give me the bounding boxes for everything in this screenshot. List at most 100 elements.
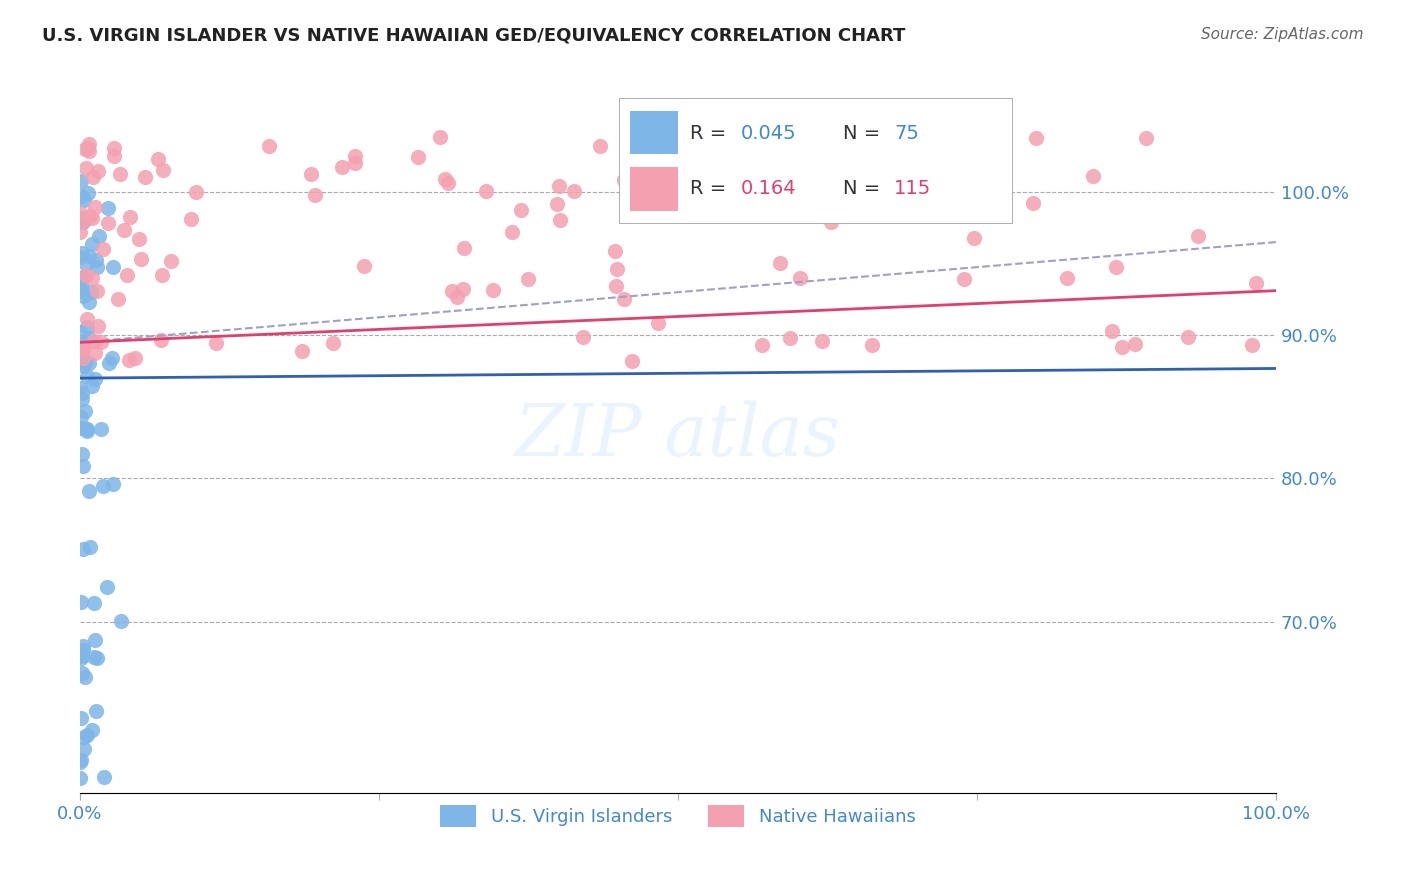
- Point: [90, 421, 112, 435]
- Point: [963, 231, 986, 245]
- Text: 0.045: 0.045: [741, 124, 796, 143]
- Point: [70, 392, 93, 406]
- Point: [75, 268, 97, 283]
- Point: [70, 648, 93, 663]
- Point: [80, 271, 103, 285]
- Point: [918, 140, 941, 154]
- Point: [69, 421, 91, 435]
- Point: [546, 197, 568, 211]
- Point: [440, 284, 463, 298]
- Point: [76, 422, 98, 436]
- Point: [86, 650, 108, 665]
- Point: [77, 186, 100, 200]
- Point: [482, 284, 505, 298]
- Point: [77, 484, 100, 499]
- Point: [73, 143, 96, 157]
- Point: [711, 176, 734, 190]
- Point: [429, 129, 451, 144]
- Point: [70, 447, 93, 461]
- Point: [509, 202, 531, 217]
- Point: [811, 334, 834, 348]
- Point: [75, 404, 97, 418]
- Text: 115: 115: [894, 178, 931, 197]
- Point: [343, 155, 366, 169]
- Point: [80, 285, 103, 300]
- Point: [180, 212, 202, 227]
- Point: [84, 633, 107, 648]
- Text: 0.164: 0.164: [741, 178, 796, 197]
- Point: [80, 723, 103, 737]
- Point: [128, 232, 150, 246]
- Point: [562, 185, 585, 199]
- Point: [69, 755, 91, 769]
- Point: [946, 182, 969, 196]
- Text: N =: N =: [844, 178, 887, 197]
- Point: [83, 371, 105, 385]
- Point: [1177, 330, 1199, 344]
- Point: [93, 770, 115, 784]
- Point: [69, 206, 91, 220]
- Point: [91, 242, 114, 256]
- Point: [72, 541, 94, 556]
- Point: [474, 184, 496, 198]
- Text: R =: R =: [689, 124, 733, 143]
- Point: [748, 178, 770, 193]
- Point: [76, 312, 98, 326]
- Point: [110, 614, 132, 628]
- Point: [70, 410, 93, 425]
- Point: [1187, 228, 1209, 243]
- Point: [75, 355, 97, 369]
- Point: [860, 337, 883, 351]
- Point: [606, 262, 628, 277]
- Point: [981, 149, 1004, 163]
- Point: [87, 164, 110, 178]
- Point: [1022, 196, 1045, 211]
- Point: [159, 254, 181, 268]
- Point: [96, 580, 118, 594]
- Point: [299, 168, 322, 182]
- Point: [79, 210, 101, 224]
- Text: ZIP atlas: ZIP atlas: [515, 401, 841, 471]
- Point: [1081, 169, 1104, 183]
- Point: [72, 643, 94, 657]
- Point: [70, 246, 93, 260]
- Point: [70, 386, 93, 401]
- Point: [437, 176, 460, 190]
- Point: [83, 334, 105, 348]
- Point: [87, 319, 110, 334]
- Point: [605, 244, 627, 258]
- Point: [406, 150, 429, 164]
- Point: [1111, 340, 1133, 354]
- Point: [72, 351, 94, 366]
- Point: [86, 284, 108, 298]
- Point: [70, 211, 93, 225]
- Point: [820, 215, 842, 229]
- Point: [548, 178, 571, 193]
- Point: [72, 270, 94, 285]
- Point: [134, 169, 156, 184]
- Point: [150, 333, 173, 347]
- Point: [70, 341, 93, 355]
- Point: [77, 144, 100, 158]
- Point: [112, 222, 135, 236]
- Point: [103, 141, 125, 155]
- Point: [675, 185, 697, 199]
- Point: [86, 260, 108, 274]
- Point: [769, 255, 792, 269]
- Point: [548, 212, 571, 227]
- Point: [453, 241, 475, 255]
- Point: [124, 351, 146, 365]
- Point: [740, 153, 762, 168]
- Point: [69, 225, 91, 239]
- Point: [1123, 337, 1146, 351]
- Point: [751, 337, 773, 351]
- Point: [291, 343, 314, 358]
- Point: [789, 270, 811, 285]
- Point: [82, 379, 104, 393]
- Point: [1025, 130, 1047, 145]
- Point: [501, 226, 523, 240]
- Point: [72, 640, 94, 654]
- Point: [70, 284, 93, 298]
- Point: [129, 252, 152, 266]
- Text: N =: N =: [844, 124, 887, 143]
